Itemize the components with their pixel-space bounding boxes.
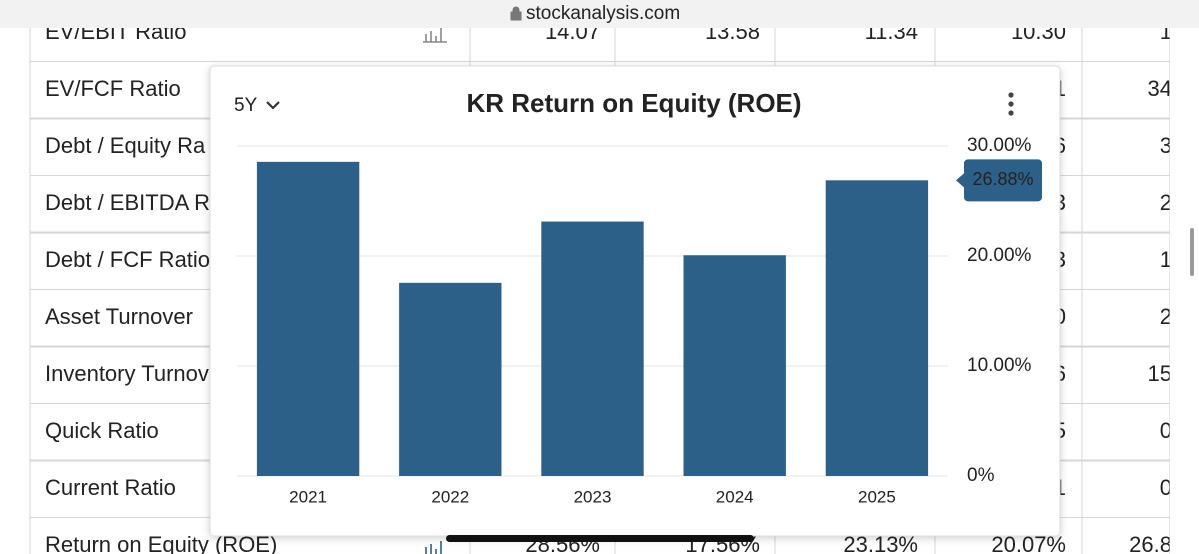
cell-value: 34 xyxy=(1148,76,1172,101)
chart-icon xyxy=(425,541,442,554)
scrollbar xyxy=(1190,228,1194,276)
menu-button[interactable] xyxy=(1008,92,1014,116)
cell-value: 0 xyxy=(1160,475,1172,500)
chart-icon xyxy=(423,28,447,43)
chart-popup: 5Y KR Return on Equity (ROE) 0% 10.00% 20.… xyxy=(209,65,1061,537)
x-tick-label: 2023 xyxy=(574,487,612,506)
x-tick-label: 2024 xyxy=(716,487,754,506)
chart-title: KR Return on Equity (ROE) xyxy=(466,88,801,118)
y-tick-label: 0% xyxy=(967,465,995,486)
cell-value: 2 xyxy=(1160,190,1172,215)
cell-value: 1 xyxy=(1160,247,1172,272)
x-tick-label: 2022 xyxy=(431,487,469,506)
url: stockanalysis.com xyxy=(526,3,680,24)
cell-value: 15 xyxy=(1148,361,1172,386)
row-label: Current Ratio xyxy=(45,475,176,500)
cell-value: 3 xyxy=(1160,133,1172,158)
cell-value: 20.07% xyxy=(991,532,1066,554)
row-label: Debt / Equity Ra xyxy=(45,133,206,158)
home-indicator xyxy=(446,535,754,542)
lock-icon xyxy=(510,6,522,21)
x-tick-label: 2021 xyxy=(289,487,327,506)
y-tick-label: 20.00% xyxy=(967,245,1032,266)
cell-value: 1 xyxy=(1160,19,1172,44)
bar xyxy=(541,221,644,476)
row-label: Debt / EBITDA R xyxy=(45,190,210,215)
y-tick-label: 30.00% xyxy=(967,135,1032,156)
cell-value: 23.13% xyxy=(843,532,918,554)
bar xyxy=(825,180,929,476)
bar xyxy=(683,255,786,476)
row-label: EV/FCF Ratio xyxy=(45,76,181,101)
bar xyxy=(399,282,502,476)
x-tick-label: 2025 xyxy=(858,487,896,506)
bar xyxy=(256,161,360,476)
browser-bar xyxy=(0,0,1199,28)
period-selector[interactable]: 5Y xyxy=(234,95,258,116)
value-tooltip xyxy=(956,159,1042,202)
row-label: Quick Ratio xyxy=(45,418,159,443)
chevron xyxy=(266,101,280,110)
cell-value: 26.8 xyxy=(1129,532,1172,554)
row-label: Return on Equity (ROE) xyxy=(45,532,277,554)
row-label: Debt / FCF Ratio xyxy=(45,247,210,272)
cell-value: 2 xyxy=(1160,304,1172,329)
row-label: Inventory Turnov xyxy=(45,361,209,386)
y-tick-label: 10.00% xyxy=(967,355,1032,376)
cell-value: 0 xyxy=(1160,418,1172,443)
row-label: Asset Turnover xyxy=(45,304,193,329)
value-label: 26.88% xyxy=(972,169,1033,189)
